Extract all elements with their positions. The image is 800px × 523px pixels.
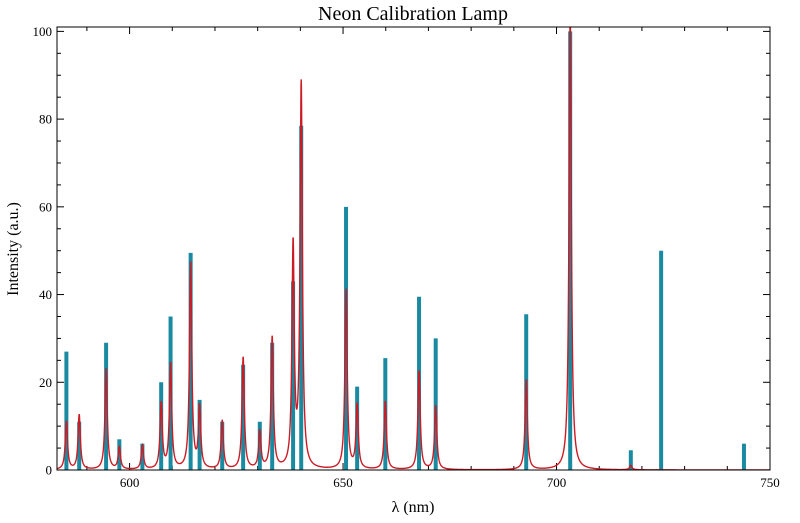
plot-frame (56, 26, 771, 471)
y-tick-label: 40 (39, 287, 52, 302)
x-tick-label: 650 (333, 475, 353, 490)
y-tick-label: 20 (39, 375, 52, 390)
y-tick-label: 0 (46, 463, 53, 478)
x-tick-label: 600 (120, 475, 140, 490)
chart-title: Neon Calibration Lamp (318, 3, 508, 25)
x-tick-label: 750 (760, 475, 780, 490)
ticks-layer (57, 27, 771, 471)
x-axis-label: λ (nm) (392, 499, 435, 516)
reference-lines-series (64, 31, 746, 470)
x-tick-label: 700 (547, 475, 567, 490)
tick-labels-layer: 600 650 700 750 0 20 40 60 80 100 (33, 24, 780, 490)
y-tick-label: 80 (39, 112, 52, 127)
y-axis-label: Intensity (a.u.) (5, 202, 22, 296)
y-tick-label: 100 (33, 24, 53, 39)
y-tick-label: 60 (39, 199, 52, 214)
